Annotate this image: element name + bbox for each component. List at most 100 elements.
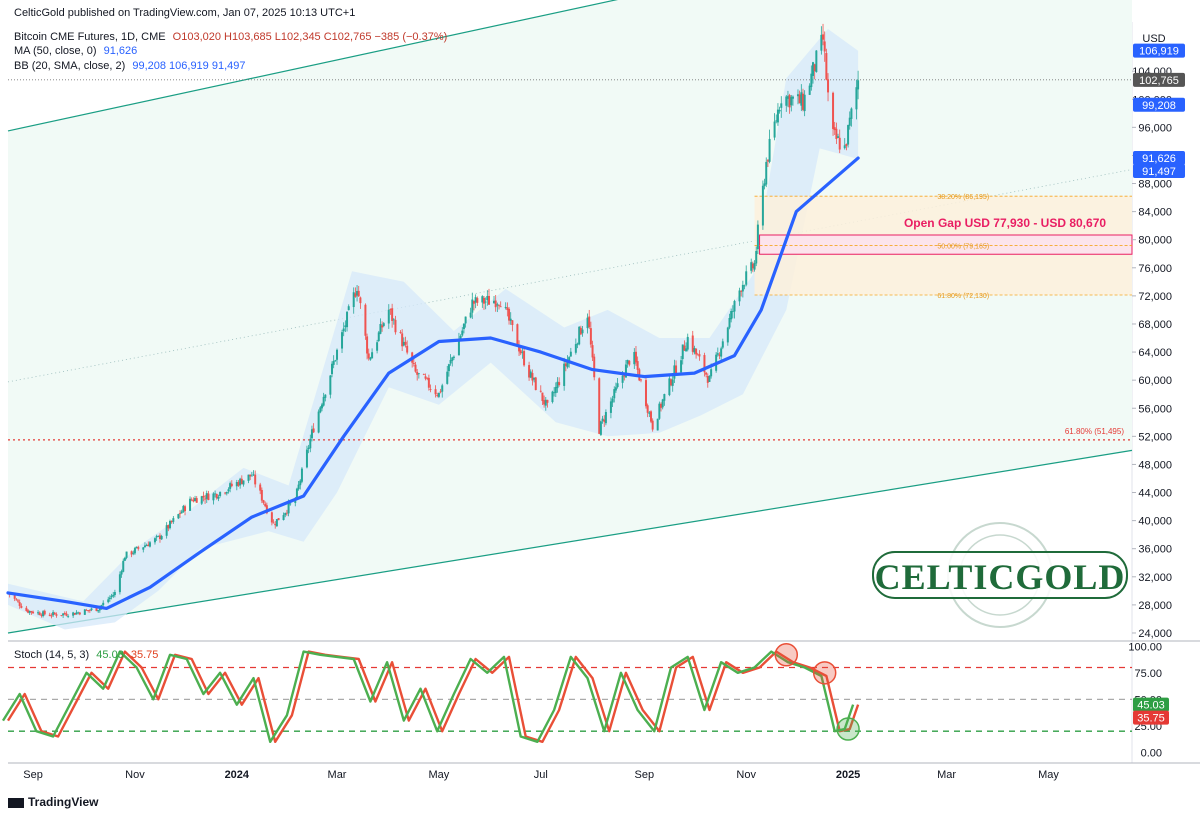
- candle-body: [751, 263, 754, 269]
- candle-body: [494, 300, 497, 308]
- candle-body: [42, 611, 45, 617]
- candle-body: [364, 304, 367, 336]
- candle-body: [496, 304, 499, 306]
- candle-body: [541, 392, 544, 402]
- candle-body: [53, 612, 56, 615]
- candle-body: [122, 560, 125, 572]
- stoch-value-text: 35.75: [1137, 713, 1165, 725]
- price-label-box: [1133, 97, 1185, 112]
- candle-body: [28, 610, 31, 613]
- candle-body: [167, 525, 170, 529]
- candle-body: [207, 493, 210, 501]
- gap-annotation: Open Gap USD 77,930 - USD 80,670: [904, 216, 1106, 230]
- x-tick-label: 2024: [225, 769, 250, 781]
- candle-body: [511, 320, 514, 326]
- candle-body: [331, 363, 334, 375]
- candle-body: [342, 328, 345, 332]
- candle-body: [239, 478, 242, 486]
- candle-body: [508, 308, 511, 321]
- candle-body: [272, 522, 275, 524]
- candle-body: [685, 348, 688, 352]
- tradingview-logo-icon: [8, 797, 24, 808]
- candle-body: [670, 379, 673, 386]
- candle-body: [402, 341, 405, 346]
- candle-body: [563, 363, 566, 386]
- candle-body: [289, 503, 292, 505]
- candle-body: [204, 498, 207, 500]
- candle-body: [845, 143, 848, 146]
- y-tick-label: 56,000: [1138, 403, 1172, 415]
- candle-body: [815, 50, 818, 73]
- candle-body: [153, 538, 156, 543]
- candle-body: [446, 371, 449, 384]
- candle-body: [344, 325, 347, 328]
- candle-body: [574, 344, 577, 353]
- candle-body: [798, 94, 801, 104]
- y-tick-label: 44,000: [1138, 488, 1172, 500]
- candle-body: [426, 377, 429, 379]
- candle-body: [778, 109, 781, 112]
- y-tick-label: 48,000: [1138, 459, 1172, 471]
- candle-body: [820, 34, 823, 51]
- candle-body: [40, 615, 43, 616]
- candle-body: [761, 185, 764, 226]
- candle-body: [648, 412, 651, 414]
- y-tick-label: 28,000: [1138, 600, 1172, 612]
- candle-body: [399, 332, 402, 333]
- bb-label: BB (20, SMA, close, 2): [14, 60, 126, 72]
- candle-body: [486, 295, 489, 301]
- candle-body: [252, 474, 255, 476]
- candle-body: [822, 34, 825, 40]
- candle-body: [180, 511, 183, 514]
- candle-body: [132, 552, 135, 554]
- candle-body: [553, 392, 556, 394]
- candle-body: [658, 403, 661, 419]
- candle-body: [97, 610, 100, 612]
- candle-body: [564, 363, 567, 367]
- candle-body: [381, 325, 384, 328]
- candle-body: [533, 377, 536, 380]
- candle-body: [357, 290, 360, 297]
- stoch-legend: Stoch (14, 5, 3) 45.03 35.75: [14, 648, 162, 662]
- candle-body: [827, 79, 830, 93]
- candle-body: [588, 316, 591, 328]
- candle-body: [733, 300, 736, 312]
- candle-body: [546, 399, 549, 403]
- candle-body: [604, 412, 607, 424]
- candle-body: [259, 484, 262, 491]
- tradingview-footer[interactable]: TradingView: [8, 795, 98, 809]
- candle-body: [77, 612, 80, 614]
- candle-body: [224, 492, 227, 494]
- candle-body: [379, 324, 382, 334]
- y-tick-label: 32,000: [1138, 572, 1172, 584]
- candle-body: [189, 498, 192, 511]
- candle-body: [110, 595, 113, 597]
- y-tick-label: 64,000: [1138, 347, 1172, 359]
- candle-body: [855, 87, 858, 110]
- candle-body: [48, 614, 51, 616]
- candle-body: [487, 295, 490, 305]
- candle-body: [451, 357, 454, 361]
- candle-body: [803, 94, 806, 112]
- x-tick-label: Nov: [125, 769, 145, 781]
- candle-body: [481, 296, 484, 303]
- stoch-tick-label: 75.00: [1134, 668, 1162, 680]
- candle-body: [352, 292, 355, 308]
- candle-body: [324, 394, 327, 398]
- candle-body: [613, 389, 616, 399]
- candle-body: [169, 520, 172, 529]
- candle-body: [773, 121, 776, 138]
- candle-body: [95, 607, 98, 612]
- candle-body: [130, 551, 133, 555]
- candle-body: [332, 360, 335, 365]
- candle-body: [544, 399, 547, 406]
- candle-body: [586, 317, 589, 329]
- celticgold-watermark: CELTICGOLD: [872, 522, 1128, 628]
- candle-body: [179, 513, 182, 515]
- candle-body: [394, 319, 397, 333]
- candle-body: [237, 482, 240, 486]
- candle-body: [796, 94, 799, 97]
- candle-body: [414, 364, 417, 372]
- candle-body: [382, 323, 385, 326]
